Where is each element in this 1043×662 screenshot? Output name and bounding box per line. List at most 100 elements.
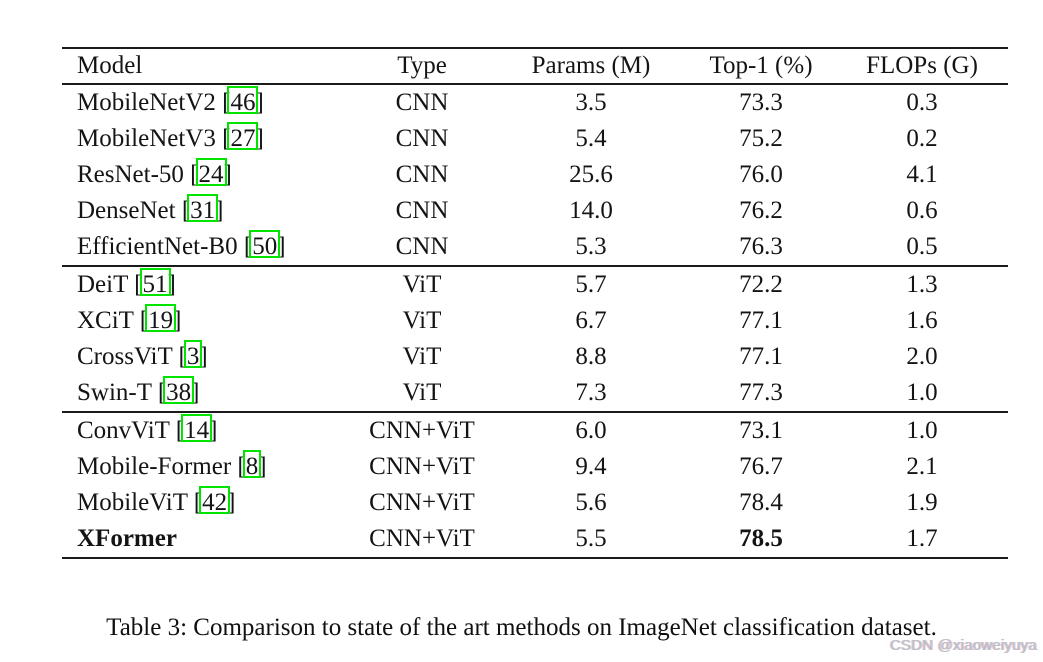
flops-cell: 1.0 <box>906 379 938 406</box>
citation-link[interactable]: 42 <box>199 486 231 516</box>
citation-link[interactable]: 19 <box>145 304 177 334</box>
type-cell: ViT <box>402 343 442 370</box>
table-row: Swin-T [38] ViT 7.3 77.3 1.0 <box>62 375 1008 412</box>
params-cell: 9.4 <box>575 453 607 480</box>
model-cell: MobileNetV2 [46] <box>77 86 264 116</box>
flops-cell: 0.2 <box>906 125 938 152</box>
params-cell: 5.7 <box>575 271 607 298</box>
top1-cell: 76.7 <box>739 453 783 480</box>
model-cell: ResNet-50 [24] <box>77 158 232 188</box>
header-row: Model Type Params (M) Top-1 (%) FLOPs (G… <box>62 48 1008 84</box>
table-row: DenseNet [31] CNN 14.0 76.2 0.6 <box>62 193 1008 229</box>
flops-cell: 0.5 <box>906 233 938 260</box>
model-cell: MobileNetV3 [27] <box>77 122 264 152</box>
params-cell: 5.6 <box>575 489 607 516</box>
flops-cell: 2.1 <box>906 453 938 480</box>
table-row: XFormer CNN+ViT 5.5 78.5 1.7 <box>62 521 1008 558</box>
table-row: Mobile-Former [8] CNN+ViT 9.4 76.7 2.1 <box>62 449 1008 485</box>
model-name: MobileViT <box>77 489 188 516</box>
params-cell: 5.5 <box>575 525 607 552</box>
params-cell: 3.5 <box>575 89 607 116</box>
top1-cell: 72.2 <box>739 271 783 298</box>
model-cell: Swin-T [38] <box>77 376 200 406</box>
table-row: MobileNetV3 [27] CNN 5.4 75.2 0.2 <box>62 121 1008 157</box>
table-row: XCiT [19] ViT 6.7 77.1 1.6 <box>62 303 1008 339</box>
table-row: MobileNetV2 [46] CNN 3.5 73.3 0.3 <box>62 84 1008 121</box>
table-section-cnn: MobileNetV2 [46] CNN 3.5 73.3 0.3 MobileNetV3… <box>62 84 1008 266</box>
params-cell: 5.4 <box>575 125 607 152</box>
top1-cell: 77.3 <box>739 379 783 406</box>
top1-cell: 75.2 <box>739 125 783 152</box>
type-cell: CNN <box>395 89 449 116</box>
type-cell: ViT <box>402 271 442 298</box>
table-row: DeiT [51] ViT 5.7 72.2 1.3 <box>62 266 1008 303</box>
column-header-model: Model <box>77 52 143 79</box>
params-cell: 25.6 <box>569 161 613 188</box>
params-cell: 8.8 <box>575 343 607 370</box>
column-header-type: Type <box>397 52 447 79</box>
model-cell: Mobile-Former [8] <box>77 450 267 480</box>
citation-link[interactable]: 50 <box>249 230 281 260</box>
model-name: MobileNetV3 <box>77 125 216 152</box>
column-header-top1: Top-1 (%) <box>709 52 813 79</box>
type-cell: CNN+ViT <box>369 417 475 444</box>
citation-link[interactable]: 31 <box>187 194 219 224</box>
type-cell: CNN <box>395 233 449 260</box>
model-name: DeiT <box>77 271 128 298</box>
table-caption: Table 3: Comparison to state of the art … <box>106 614 937 641</box>
type-cell: CNN+ViT <box>369 453 475 480</box>
model-name: MobileNetV2 <box>77 89 216 116</box>
citation-link[interactable]: 38 <box>163 376 195 406</box>
model-cell: MobileViT [42] <box>77 486 236 516</box>
type-cell: CNN <box>395 197 449 224</box>
params-cell: 7.3 <box>575 379 607 406</box>
top1-cell: 77.1 <box>739 343 783 370</box>
citation-link[interactable]: 24 <box>195 158 227 188</box>
citation-link[interactable]: 3 <box>183 340 202 370</box>
model-cell: XFormer <box>62 521 348 558</box>
citation-link[interactable]: 51 <box>139 268 171 298</box>
flops-cell: 4.1 <box>906 161 938 188</box>
flops-cell: 2.0 <box>906 343 938 370</box>
type-cell: CNN <box>395 125 449 152</box>
model-name: EfficientNet-B0 <box>77 233 238 260</box>
top1-cell: 76.3 <box>739 233 783 260</box>
model-cell: XCiT [19] <box>77 304 182 334</box>
top1-cell: 76.2 <box>739 197 783 224</box>
table-section-vit: DeiT [51] ViT 5.7 72.2 1.3 XCiT [19] ViT 6.7 77.… <box>62 266 1008 412</box>
table-row: CrossViT [3] ViT 8.8 77.1 2.0 <box>62 339 1008 375</box>
type-cell: ViT <box>402 307 442 334</box>
flops-cell: 1.7 <box>906 525 938 552</box>
model-name: ResNet-50 <box>77 161 184 188</box>
table-row: MobileViT [42] CNN+ViT 5.6 78.4 1.9 <box>62 485 1008 521</box>
type-cell: ViT <box>402 379 442 406</box>
params-cell: 6.7 <box>575 307 607 334</box>
model-name: DenseNet <box>77 197 176 224</box>
table-section-cnn-vit-hybrid: ConvViT [14] CNN+ViT 6.0 73.1 1.0 Mobile-Form… <box>62 412 1008 558</box>
citation-link[interactable]: 14 <box>181 414 213 444</box>
flops-cell: 0.6 <box>906 197 938 224</box>
model-name: XCiT <box>77 307 134 334</box>
top1-cell: 78.5 <box>739 525 783 552</box>
citation-link[interactable]: 46 <box>227 86 259 116</box>
table-header: Model Type Params (M) Top-1 (%) FLOPs (G… <box>62 48 1008 84</box>
type-cell: CNN+ViT <box>369 489 475 516</box>
citation-link[interactable]: 8 <box>242 450 261 480</box>
model-name: CrossViT <box>77 343 173 370</box>
model-name: ConvViT <box>77 417 170 444</box>
top1-cell: 76.0 <box>739 161 783 188</box>
model-name: Mobile-Former <box>77 453 232 480</box>
column-header-params: Params (M) <box>531 52 651 79</box>
comparison-table: Model Type Params (M) Top-1 (%) FLOPs (G… <box>62 47 1008 559</box>
flops-cell: 1.0 <box>906 417 938 444</box>
citation-link[interactable]: 27 <box>227 122 259 152</box>
flops-cell: 1.6 <box>906 307 938 334</box>
type-cell: CNN+ViT <box>369 525 475 552</box>
params-cell: 5.3 <box>575 233 607 260</box>
model-name: XFormer <box>77 525 177 552</box>
watermark: CSDN @xiaoweiyuya <box>889 637 1037 654</box>
model-cell: ConvViT [14] <box>77 414 218 444</box>
model-cell: DeiT [51] <box>77 268 176 298</box>
params-cell: 14.0 <box>569 197 613 224</box>
